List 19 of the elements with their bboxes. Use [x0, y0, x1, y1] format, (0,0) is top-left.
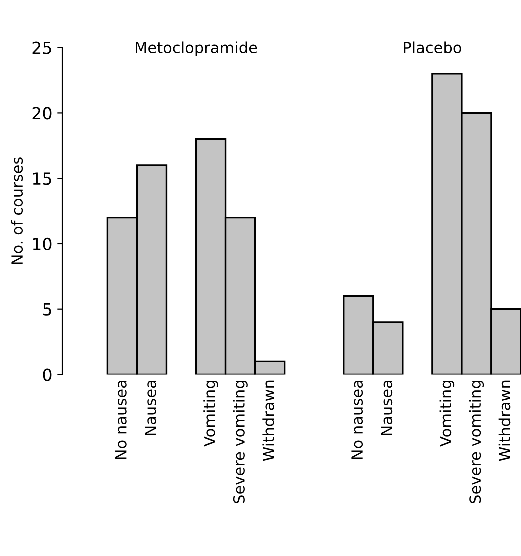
- x-tick-label: Vomiting: [204, 380, 218, 447]
- x-tick-label: Severe vomiting: [469, 381, 484, 504]
- x-tick-label: Vomiting: [440, 380, 455, 447]
- x-tick-label: Nausea: [381, 380, 393, 436]
- y-tick-label: 5: [43, 304, 52, 316]
- x-tick-label: No nausea: [352, 380, 364, 460]
- annotation: Metoclopramide: [136, 42, 258, 57]
- x-tick-label: Severe vomiting: [233, 381, 248, 504]
- y-tick-label: 10: [33, 238, 52, 251]
- y-tick-label: 0: [43, 368, 52, 382]
- y-axis-title: No. of courses: [11, 158, 24, 264]
- x-tick-label: Withdrawn: [262, 380, 274, 462]
- x-tick-label: No nausea: [116, 380, 127, 460]
- y-tick-label: 25: [32, 42, 52, 54]
- annotation: Placebo: [404, 42, 462, 54]
- y-tick-label: 20: [32, 107, 52, 120]
- x-tick-label: Withdrawn: [498, 380, 511, 462]
- y-tick-label: 15: [33, 172, 52, 186]
- x-tick-label: Nausea: [145, 380, 156, 436]
